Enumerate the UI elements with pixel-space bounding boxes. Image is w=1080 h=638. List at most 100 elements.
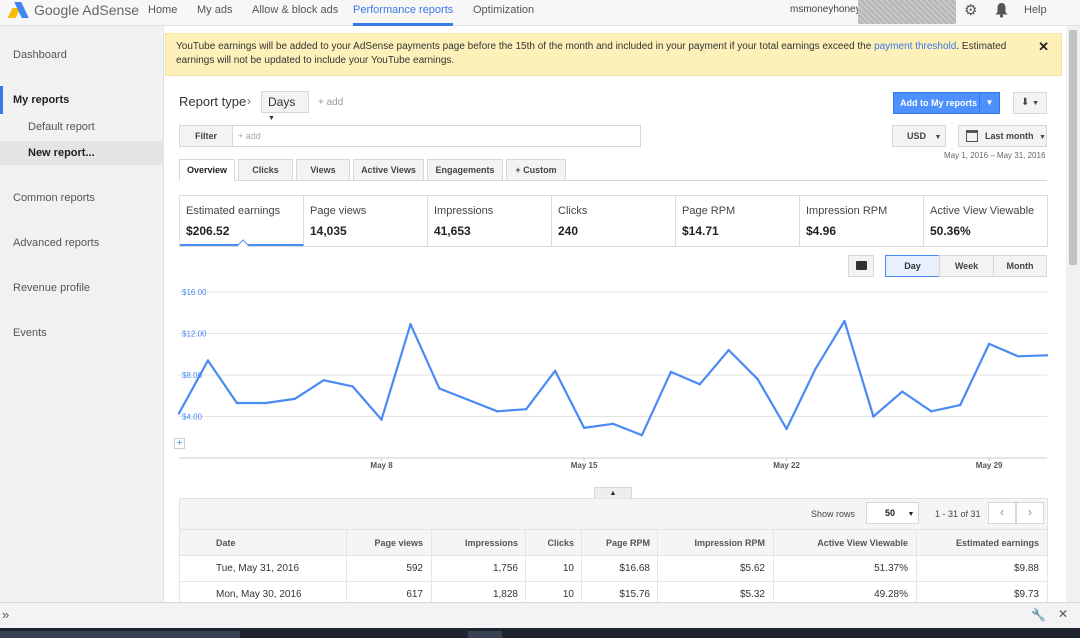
cell-clicks: 10 — [562, 589, 574, 600]
data-point — [959, 403, 962, 407]
redacted-area — [858, 0, 956, 24]
nav-optimization[interactable]: Optimization — [473, 4, 535, 16]
calendar-icon — [966, 130, 978, 142]
data-point — [525, 408, 528, 411]
payment-threshold-link[interactable]: payment threshold — [874, 41, 957, 52]
filter-input[interactable]: + add — [233, 125, 641, 147]
dropdown-arrow-icon: ▼ — [907, 511, 915, 518]
period-day-button[interactable]: Day — [885, 255, 940, 277]
sidebar-item-advanced-reports[interactable]: Advanced reports — [13, 237, 100, 249]
tab-overview[interactable]: Overview — [179, 159, 235, 181]
granularity-value: Days — [268, 95, 296, 109]
currency-value: USD — [907, 131, 927, 141]
close-icon[interactable]: ✕ — [1038, 39, 1049, 54]
tab-engagements[interactable]: Engagements — [427, 159, 503, 181]
nav-home[interactable]: Home — [148, 4, 178, 16]
data-point — [177, 412, 181, 415]
sidebar-item-revenue-profile[interactable]: Revenue profile — [13, 282, 91, 294]
add-to-my-reports-button[interactable]: Add to My reports ▼ — [893, 92, 1000, 114]
tab-views[interactable]: Views — [296, 159, 350, 181]
sidebar-item-my-reports[interactable]: My reports — [13, 94, 70, 106]
nav-performance-reports[interactable]: Performance reports — [353, 0, 454, 26]
sidebar-item-dashboard[interactable]: Dashboard — [13, 49, 67, 61]
adsense-logo[interactable]: Google AdSense — [7, 2, 139, 18]
tab-custom[interactable]: + Custom — [506, 159, 566, 181]
data-point — [1045, 354, 1049, 357]
granularity-dropdown[interactable]: Days ▼ — [261, 91, 309, 122]
metric-value: $206.52 — [186, 224, 230, 238]
column-header-active-view-viewable[interactable]: Active View Viewable — [817, 538, 908, 548]
close-icon[interactable]: ✕ — [1058, 607, 1069, 621]
date-range-dropdown[interactable]: Last month ▼ — [958, 125, 1047, 147]
dropdown-arrow-icon[interactable]: ▼ — [979, 93, 999, 113]
cell-page-views: 617 — [406, 589, 423, 600]
next-page-button[interactable]: › — [1016, 502, 1044, 524]
metric-page-views[interactable]: Page views 14,035 — [304, 196, 428, 246]
data-point — [351, 385, 354, 388]
vertical-scrollbar[interactable] — [1066, 26, 1080, 602]
download-button[interactable]: ⬇ ▼ — [1013, 92, 1047, 114]
tab-clicks[interactable]: Clicks — [238, 159, 293, 181]
cell-impressions: 1,756 — [492, 563, 518, 574]
add-dimension-link[interactable]: + add — [318, 97, 344, 108]
metric-value: $4.96 — [806, 224, 837, 238]
data-point — [582, 426, 586, 430]
data-point — [235, 401, 239, 405]
column-header-page-rpm[interactable]: Page RPM — [605, 538, 650, 548]
help-link[interactable]: Help — [1024, 4, 1047, 16]
cell-page-views: 592 — [406, 563, 423, 574]
nav-allow-block-ads[interactable]: Allow & block ads — [252, 4, 339, 16]
sidebar-item-new-report[interactable]: New report... — [0, 141, 164, 165]
cell-page-rpm: $16.68 — [619, 563, 650, 574]
metric-label: Page RPM — [682, 205, 736, 217]
tab-active-views[interactable]: Active Views — [353, 159, 424, 181]
data-point — [553, 369, 557, 373]
double-chevron-icon[interactable]: » — [2, 607, 10, 622]
sidebar-item-events[interactable]: Events — [13, 327, 47, 339]
dropdown-arrow-icon: ▼ — [268, 115, 275, 122]
currency-dropdown[interactable]: USD ▼ — [892, 125, 946, 147]
bell-icon[interactable] — [994, 2, 1009, 23]
column-header-date[interactable]: Date — [216, 538, 236, 548]
column-header-impression-rpm[interactable]: Impression RPM — [694, 538, 765, 548]
period-month-button[interactable]: Month — [993, 255, 1047, 277]
taskbar-item[interactable] — [0, 631, 240, 638]
data-point — [669, 370, 673, 374]
metric-impressions[interactable]: Impressions 41,653 — [428, 196, 552, 246]
sidebar-item-default-report[interactable]: Default report — [28, 121, 95, 133]
add-annotation-plus-icon[interactable]: + — [174, 438, 185, 449]
column-header-impressions[interactable]: Impressions — [464, 538, 518, 548]
period-week-button[interactable]: Week — [939, 255, 994, 277]
sidebar-active-indicator — [0, 86, 3, 114]
banner-text-start: YouTube earnings will be added to your A… — [176, 41, 875, 52]
rows-per-page-dropdown[interactable]: 50 ▼ — [866, 502, 919, 524]
user-email[interactable]: msmoneyhoney — [790, 4, 861, 15]
show-rows-label: Show rows — [811, 509, 856, 519]
dropdown-arrow-icon: ▼ — [934, 134, 942, 141]
cell-impressions: 1,828 — [492, 589, 518, 600]
download-icon: ⬇ — [1020, 97, 1030, 108]
previous-page-button[interactable]: ‹ — [988, 502, 1016, 524]
annotation-button[interactable] — [848, 255, 874, 277]
metric-page-rpm[interactable]: Page RPM $14.71 — [676, 196, 800, 246]
y-tick-label: $4.00 — [182, 413, 203, 422]
nav-my-ads[interactable]: My ads — [197, 4, 233, 16]
table-row[interactable]: Tue, May 31, 2016 592 1,756 10 $16.68 $5… — [179, 556, 1048, 582]
scrollbar-thumb[interactable] — [1069, 30, 1077, 265]
metric-impression-rpm[interactable]: Impression RPM $4.96 — [800, 196, 924, 246]
metric-active-view-viewable[interactable]: Active View Viewable 50.36% — [924, 196, 1047, 246]
column-header-estimated-earnings[interactable]: Estimated earnings — [955, 538, 1039, 548]
filter-button[interactable]: Filter — [179, 125, 233, 147]
column-header-page-views[interactable]: Page views — [374, 538, 423, 548]
x-tick-label: May 22 — [773, 461, 800, 470]
gear-icon[interactable]: ⚙ — [964, 2, 978, 19]
metric-clicks[interactable]: Clicks 240 — [552, 196, 676, 246]
wrench-icon[interactable]: 🔧 — [1031, 608, 1046, 622]
column-header-clicks[interactable]: Clicks — [547, 538, 574, 548]
x-tick-label: May 8 — [370, 461, 393, 470]
data-point — [785, 427, 788, 431]
collapse-chart-toggle[interactable]: ▲ — [594, 487, 632, 499]
metric-estimated-earnings[interactable]: Estimated earnings $206.52 — [180, 196, 304, 246]
sidebar-item-common-reports[interactable]: Common reports — [13, 192, 95, 204]
taskbar-item[interactable] — [468, 631, 502, 638]
